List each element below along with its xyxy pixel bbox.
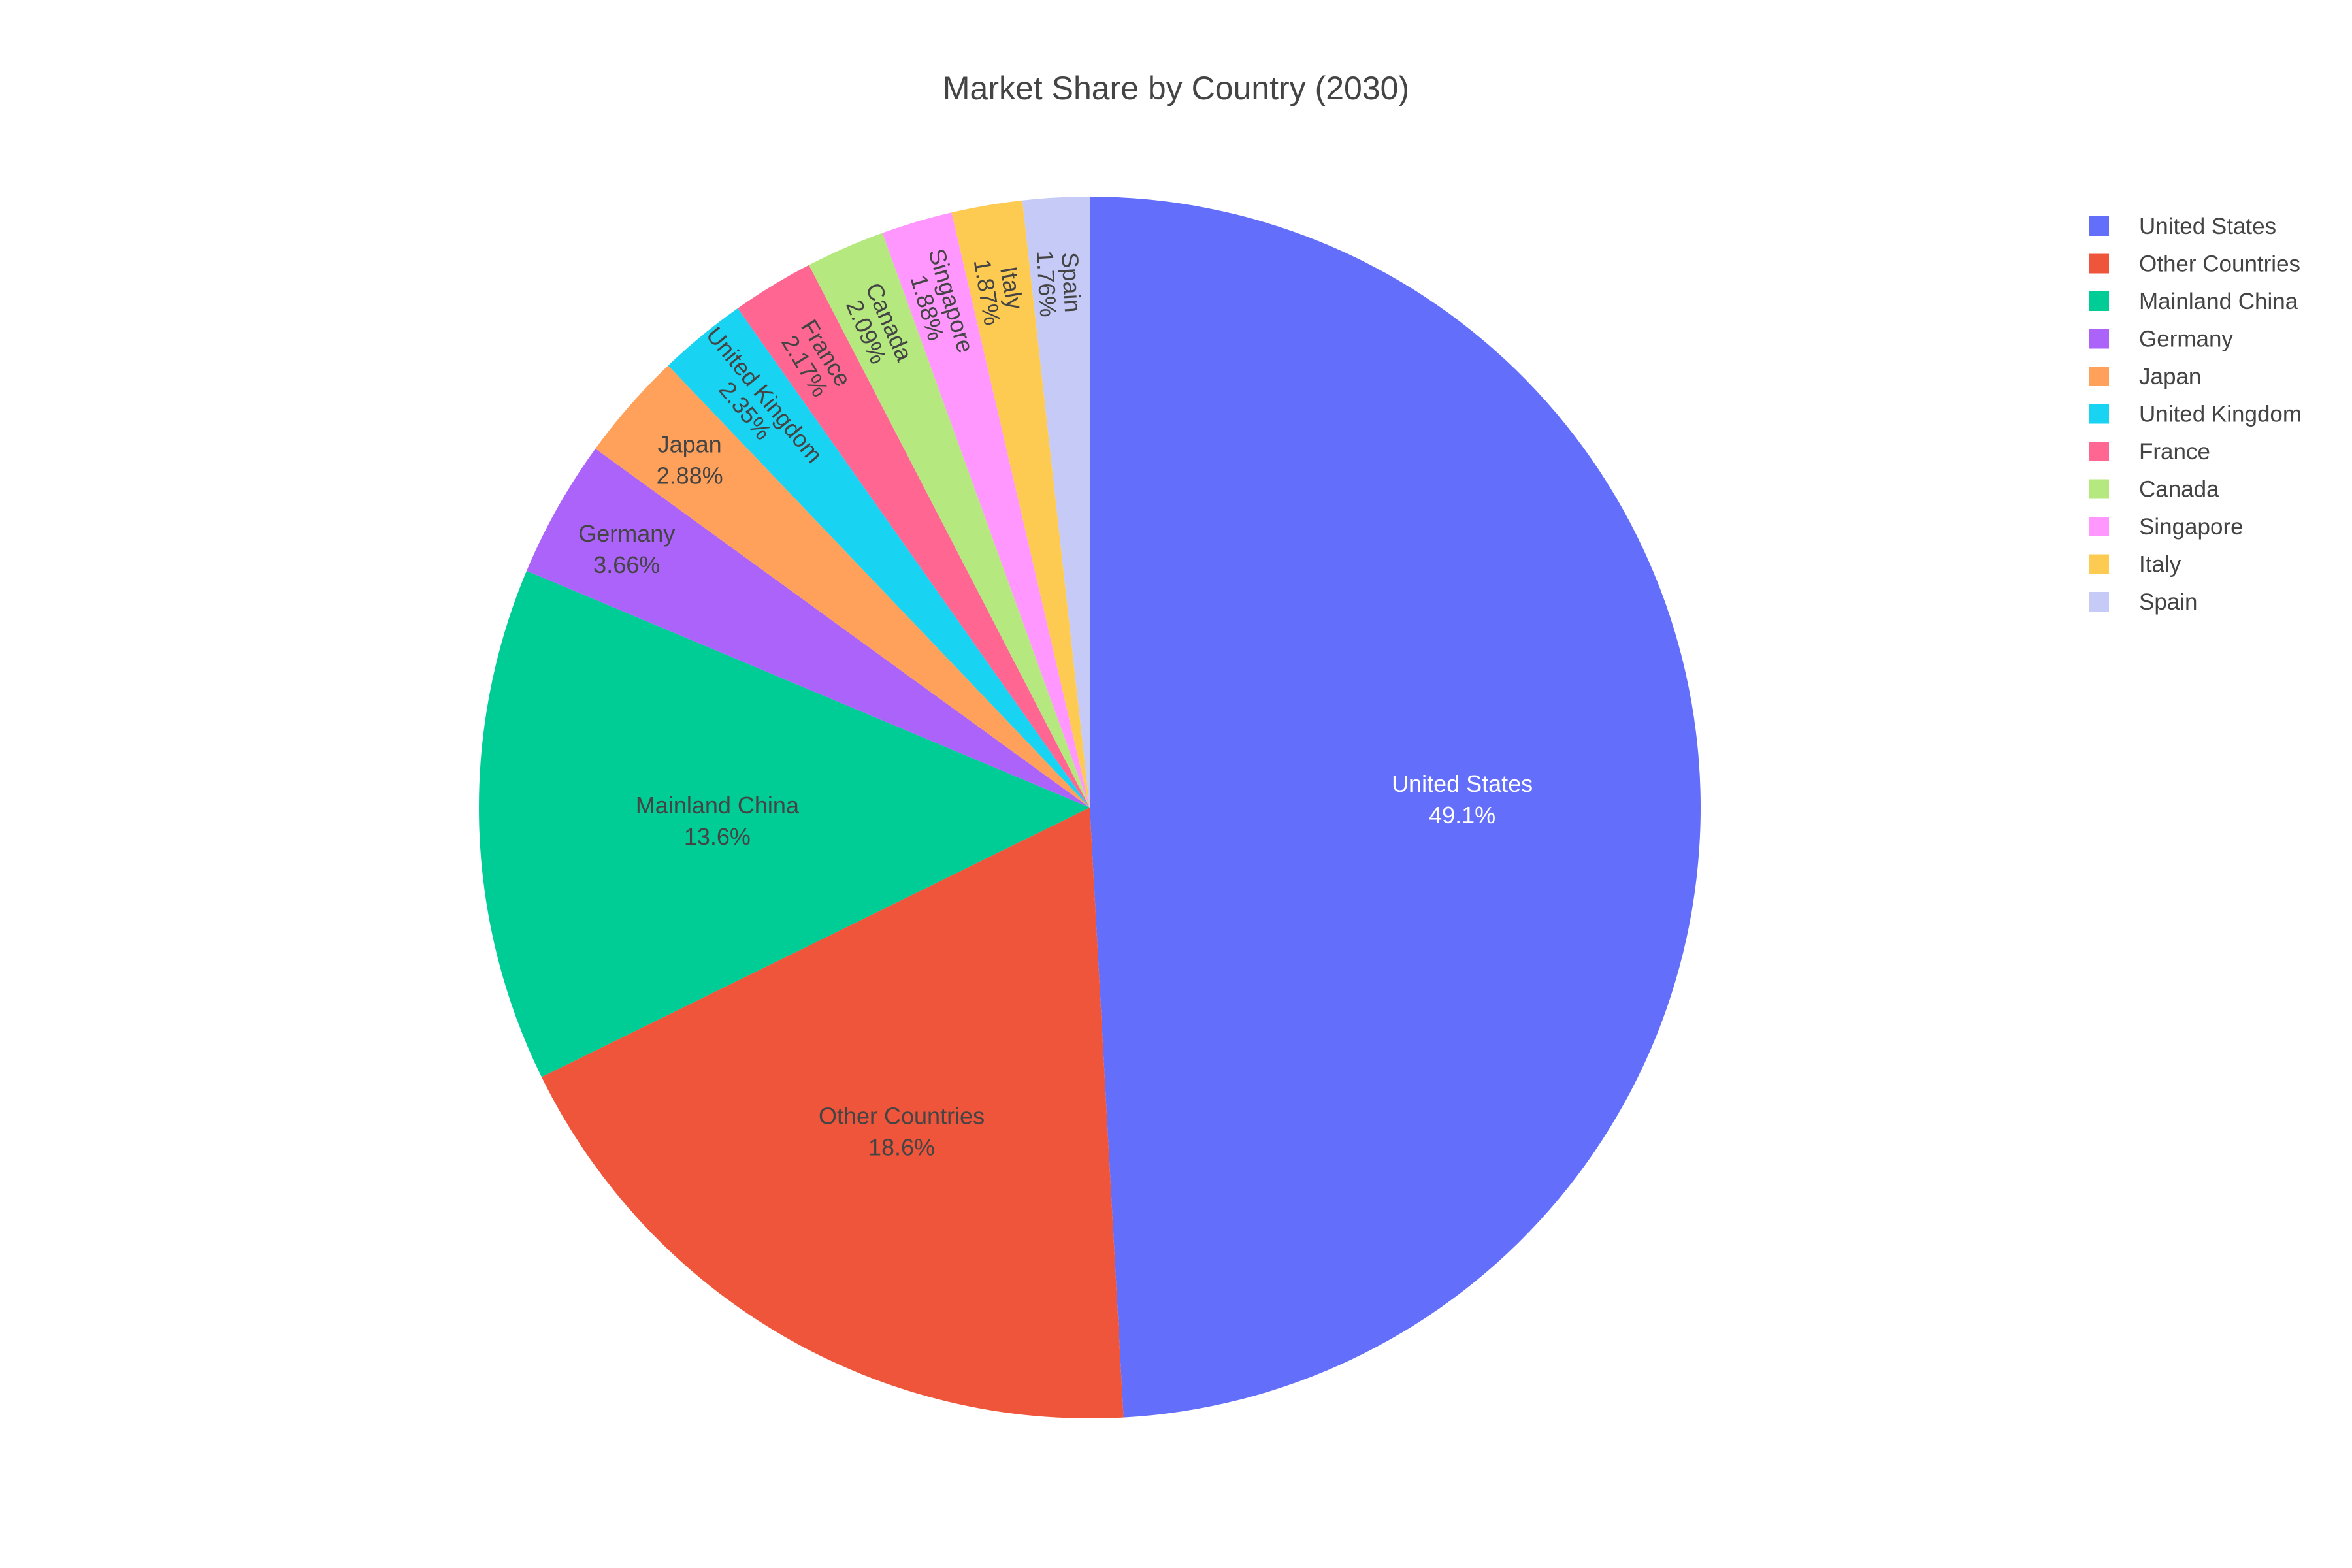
legend-label-germany: Germany (2139, 327, 2233, 352)
legend-swatch-italy (2089, 554, 2109, 574)
legend-swatch-germany (2089, 329, 2109, 349)
legend-swatch-united-states (2089, 216, 2109, 236)
legend-item-united-kingdom[interactable]: United Kingdom (2089, 402, 2302, 427)
pie-slice-spain[interactable] (1022, 197, 1090, 808)
slice-label-germany: Germany 3.66% (578, 520, 675, 578)
legend-swatch-spain (2089, 592, 2109, 612)
legend-label-mainland-china: Mainland China (2139, 289, 2298, 314)
pie-slice-france[interactable] (738, 265, 1090, 808)
legend-item-italy[interactable]: Italy (2089, 552, 2181, 578)
legend-item-japan[interactable]: Japan (2089, 364, 2201, 389)
legend-label-united-kingdom: United Kingdom (2139, 402, 2302, 427)
legend-label-other-countries: Other Countries (2139, 252, 2300, 277)
slice-label-japan: Japan 2.88% (657, 431, 723, 489)
slice-label-mainland-china: Mainland China 13.6% (636, 792, 800, 850)
legend: United States Other Countries Mainland Chi… (2089, 214, 2302, 615)
pie-slices (479, 197, 1701, 1418)
legend-label-united-states: United States (2139, 214, 2276, 239)
slice-label-united-states: United States 49.1% (1392, 770, 1533, 828)
pie-slice-united-states[interactable] (1090, 197, 1701, 1418)
legend-item-spain[interactable]: Spain (2089, 589, 2198, 615)
slice-label-other-countries: Other Countries 18.6% (819, 1102, 985, 1160)
legend-swatch-united-kingdom (2089, 404, 2109, 424)
legend-swatch-other-countries (2089, 253, 2109, 274)
legend-label-japan: Japan (2139, 364, 2201, 389)
legend-swatch-japan (2089, 367, 2109, 386)
pie-slice-germany[interactable] (527, 448, 1090, 808)
legend-item-united-states[interactable]: United States (2089, 214, 2276, 239)
legend-item-mainland-china[interactable]: Mainland China (2089, 289, 2298, 314)
legend-item-canada[interactable]: Canada (2089, 477, 2219, 502)
legend-label-spain: Spain (2139, 589, 2198, 615)
legend-item-singapore[interactable]: Singapore (2089, 514, 2244, 540)
pie-slice-italy[interactable] (951, 200, 1090, 808)
pie-slice-united-kingdom[interactable] (668, 308, 1090, 808)
pie-slice-singapore[interactable] (882, 212, 1090, 808)
legend-label-canada: Canada (2139, 477, 2219, 502)
legend-item-other-countries[interactable]: Other Countries (2089, 252, 2300, 277)
legend-item-france[interactable]: France (2089, 439, 2210, 465)
pie-slice-japan[interactable] (595, 365, 1090, 808)
legend-swatch-canada (2089, 479, 2109, 499)
slice-label-spain: Spain1.76% (1032, 248, 1087, 318)
legend-swatch-france (2089, 442, 2109, 461)
legend-swatch-singapore (2089, 517, 2109, 536)
pie-slice-canada[interactable] (809, 233, 1090, 808)
legend-label-italy: Italy (2139, 552, 2181, 578)
legend-item-germany[interactable]: Germany (2089, 327, 2233, 352)
pie-slice-mainland-china[interactable] (479, 570, 1090, 1077)
pie-slice-other-countries[interactable] (541, 808, 1124, 1418)
legend-label-france: France (2139, 439, 2210, 465)
chart-title: Market Share by Country (2030) (943, 70, 1409, 106)
legend-swatch-mainland-china (2089, 291, 2109, 311)
legend-label-singapore: Singapore (2139, 514, 2244, 540)
